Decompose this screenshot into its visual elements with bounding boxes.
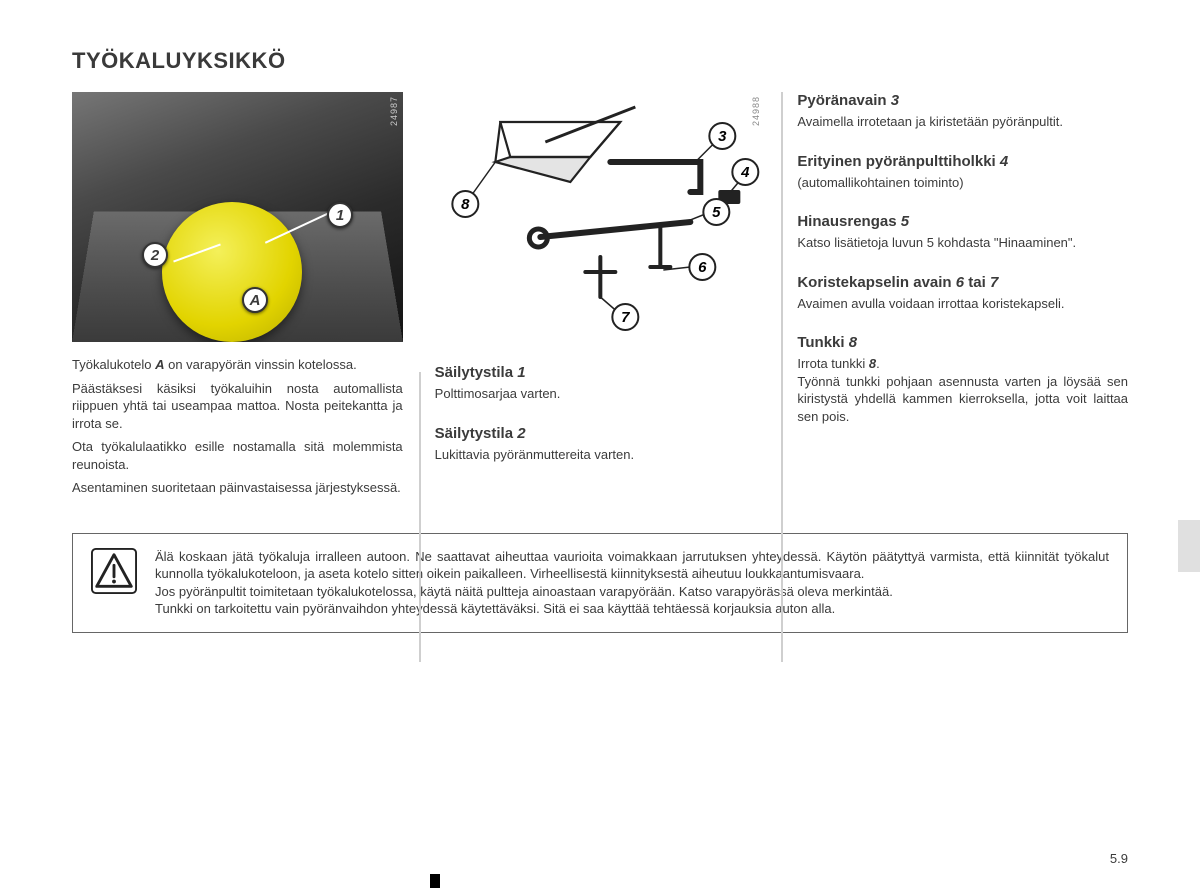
col1-p1b: A <box>155 357 164 372</box>
svg-text:8: 8 <box>461 196 470 213</box>
marker-2: 2 <box>142 242 168 268</box>
marker-a: A <box>242 287 268 313</box>
col1-p2: Päästäksesi käsiksi työkaluihin nosta au… <box>72 380 403 433</box>
figure-photo-toolkit: 24987 1 2 A <box>72 92 403 342</box>
body-wheel-wrench: Avaimella irrotetaan ja kiristetään pyör… <box>797 113 1128 131</box>
page-title: TYÖKALUYKSIKKÖ <box>72 48 1128 74</box>
col1-p3: Ota työkalulaatikko esille nostamalla si… <box>72 438 403 473</box>
page-number: 5.9 <box>1110 851 1128 866</box>
figure2-image-number: 24988 <box>751 96 761 126</box>
svg-text:6: 6 <box>698 259 707 276</box>
body-tow-ring: Katso lisätietoja luvun 5 kohdasta "Hina… <box>797 234 1128 252</box>
heading-jack: Tunkki 8 <box>797 334 1128 351</box>
heading-storage-1: Säilytystila 1 <box>435 364 766 381</box>
body-jack: Irrota tunkki 8. Työnnä tunkki pohjaan a… <box>797 355 1128 425</box>
body-storage-2: Lukittavia pyöränmuttereita varten. <box>435 446 766 464</box>
heading-wheel-wrench: Pyöränavain 3 <box>797 92 1128 109</box>
body-storage-1: Polttimosarjaa varten. <box>435 385 766 403</box>
main-columns: 24987 1 2 A Työkalukotelo A on varapyörä… <box>72 92 1128 503</box>
heading-tow-ring: Hinausrengas 5 <box>797 213 1128 230</box>
warning-text: Älä koskaan jätä työkaluja irralleen aut… <box>155 548 1109 618</box>
column-left: 24987 1 2 A Työkalukotelo A on varapyörä… <box>72 92 403 503</box>
heading-storage-2: Säilytystila 2 <box>435 425 766 442</box>
warning-p2: Jos pyöränpultit toimitetaan työkalukote… <box>155 583 1109 601</box>
warning-p1: Älä koskaan jätä työkaluja irralleen aut… <box>155 548 1109 583</box>
body-bolt-socket: (automallikohtainen toiminto) <box>797 174 1128 192</box>
crop-mark <box>430 874 440 888</box>
col1-p4: Asentaminen suoritetaan päinvastaisessa … <box>72 479 403 497</box>
warning-icon <box>91 548 137 594</box>
figure-line-tools: 24988 <box>435 92 766 342</box>
svg-text:3: 3 <box>718 128 727 145</box>
side-tab <box>1178 520 1200 572</box>
heading-hubcap-key: Koristekapselin avain 6 tai 7 <box>797 274 1128 291</box>
col1-text: Työkalukotelo A on varapyörän vinssin ko… <box>72 356 403 497</box>
body-hubcap-key: Avaimen avulla voidaan irrottaa koristek… <box>797 295 1128 313</box>
marker-1: 1 <box>327 202 353 228</box>
column-right: Pyöränavain 3 Avaimella irrotetaan ja ki… <box>797 92 1128 503</box>
col1-p1a: Työkalukotelo <box>72 357 155 372</box>
svg-text:7: 7 <box>621 309 630 326</box>
heading-bolt-socket: Erityinen pyöränpulttiholkki 4 <box>797 153 1128 170</box>
svg-text:4: 4 <box>740 164 750 181</box>
warning-p3: Tunkki on tarkoitettu vain pyöränvaihdon… <box>155 600 1109 618</box>
column-middle: 24988 <box>435 92 766 503</box>
warning-box: Älä koskaan jätä työkaluja irralleen aut… <box>72 533 1128 633</box>
col1-p1c: on varapyörän vinssin kotelossa. <box>165 357 357 372</box>
svg-text:5: 5 <box>712 204 721 221</box>
figure1-image-number: 24987 <box>389 96 399 126</box>
